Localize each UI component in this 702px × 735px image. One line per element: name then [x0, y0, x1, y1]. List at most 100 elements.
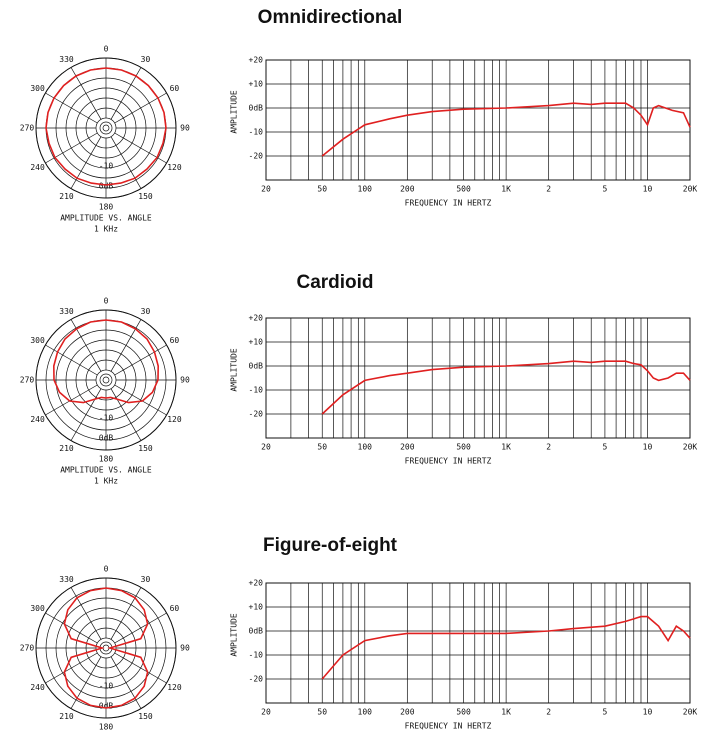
angle-label: 330: [59, 575, 74, 584]
spoke: [110, 388, 142, 441]
x-tick-label: 1K: [501, 708, 511, 717]
x-tick-label: 5: [602, 708, 607, 717]
angle-label: 330: [59, 55, 74, 64]
x-tick-label: 200: [400, 185, 415, 194]
spoke: [114, 92, 167, 124]
angle-label: 270: [20, 376, 35, 385]
spoke: [70, 136, 102, 189]
spoke: [110, 67, 142, 120]
section-title: Omnidirectional: [258, 7, 403, 28]
x-tick-label: 10: [643, 443, 653, 452]
plot-frame: [265, 59, 691, 181]
spoke: [70, 587, 102, 640]
angle-label: 60: [170, 84, 180, 93]
spoke: [114, 384, 167, 416]
y-tick-label: +20: [249, 579, 264, 588]
angle-label: 210: [59, 712, 74, 721]
response-curve: [321, 360, 691, 415]
polar-curve: [63, 587, 149, 709]
spoke: [45, 384, 98, 416]
x-tick-label: 2: [546, 708, 551, 717]
polar-caption: AMPLITUDE VS. ANGLE: [60, 466, 152, 475]
x-tick-label: 2: [546, 185, 551, 194]
ring-label: -10: [99, 682, 114, 691]
ring-label: -10: [99, 162, 114, 171]
angle-label: 180: [99, 455, 114, 464]
x-tick-label: 100: [358, 443, 373, 452]
x-axis-title: FREQUENCY IN HERTZ: [405, 199, 492, 208]
y-tick-label: 0dB: [249, 104, 264, 113]
spoke: [70, 319, 102, 372]
angle-label: 120: [167, 163, 182, 172]
angle-label: 300: [30, 84, 45, 93]
angle-label: 30: [141, 307, 151, 316]
spoke: [70, 67, 102, 120]
angle-label: 120: [167, 415, 182, 424]
x-tick-label: 20K: [683, 185, 698, 194]
y-tick-label: +10: [249, 80, 264, 89]
angle-label: 270: [20, 124, 35, 133]
angle-label: 210: [59, 192, 74, 201]
center-ring: [99, 373, 113, 387]
y-tick-label: -10: [249, 651, 264, 660]
x-tick-label: 200: [400, 443, 415, 452]
y-tick-label: 0dB: [249, 627, 264, 636]
spoke: [110, 136, 142, 189]
x-tick-label: 5: [602, 185, 607, 194]
ring-label: -10: [99, 414, 114, 423]
x-tick-label: 5: [602, 443, 607, 452]
y-tick-label: -10: [249, 128, 264, 137]
response-curve: [321, 102, 691, 157]
angle-label: 120: [167, 683, 182, 692]
spoke: [45, 612, 98, 644]
angle-label: 330: [59, 307, 74, 316]
polar-frequency: 1 KHz: [94, 225, 118, 234]
angle-label: 60: [170, 604, 180, 613]
x-tick-label: 10: [643, 185, 653, 194]
section-title: Cardioid: [296, 272, 373, 293]
x-tick-label: 100: [358, 185, 373, 194]
angle-label: 0: [104, 565, 109, 574]
spoke: [114, 344, 167, 376]
center-ring: [102, 376, 110, 384]
angle-label: 240: [30, 163, 45, 172]
angle-label: 180: [99, 203, 114, 212]
spoke: [114, 612, 167, 644]
x-tick-label: 100: [358, 708, 373, 717]
ring-label: 0dB: [99, 702, 114, 711]
spoke: [70, 388, 102, 441]
spoke: [70, 656, 102, 709]
x-tick-label: 20: [261, 443, 271, 452]
x-tick-label: 500: [456, 443, 471, 452]
angle-label: 180: [99, 723, 114, 732]
angle-label: 150: [138, 444, 153, 453]
x-tick-label: 20: [261, 708, 271, 717]
ring-label: 0dB: [99, 434, 114, 443]
ring-label: 0dB: [99, 182, 114, 191]
spoke: [110, 319, 142, 372]
x-tick-label: 2: [546, 443, 551, 452]
angle-label: 150: [138, 192, 153, 201]
spoke: [114, 652, 167, 684]
angle-label: 30: [141, 575, 151, 584]
y-tick-label: +20: [249, 56, 264, 65]
angle-label: 90: [180, 124, 190, 133]
y-tick-label: 0dB: [249, 362, 264, 371]
polar-frequency: 1 KHz: [94, 477, 118, 486]
x-tick-label: 10: [643, 708, 653, 717]
y-tick-label: -20: [249, 675, 264, 684]
angle-label: 0: [104, 297, 109, 306]
spoke: [45, 344, 98, 376]
y-tick-label: +10: [249, 338, 264, 347]
angle-label: 240: [30, 415, 45, 424]
section-title: Figure-of-eight: [263, 535, 398, 556]
center-ring: [102, 124, 110, 132]
spoke: [114, 132, 167, 164]
spoke: [45, 92, 98, 124]
angle-label: 90: [180, 644, 190, 653]
angle-label: 240: [30, 683, 45, 692]
x-axis-title: FREQUENCY IN HERTZ: [405, 722, 492, 731]
y-axis-title: AMPLITUDE: [230, 348, 239, 392]
angle-label: 90: [180, 376, 190, 385]
y-tick-label: -20: [249, 410, 264, 419]
